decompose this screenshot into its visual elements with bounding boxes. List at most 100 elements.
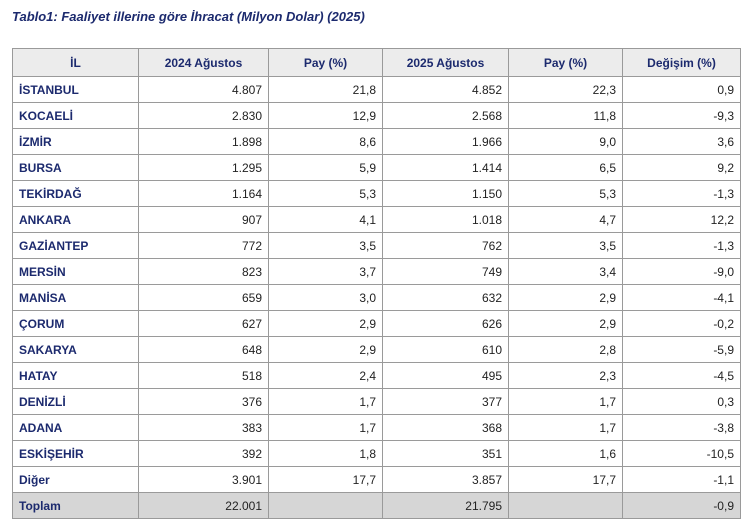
value-cell: 3,5: [508, 232, 623, 259]
table-row: BURSA 1.295 5,9 1.414 6,5 9,2: [12, 154, 741, 181]
total-value: 21.795: [382, 492, 509, 519]
total-label: Toplam: [12, 492, 139, 519]
value-cell: 9,0: [508, 128, 623, 155]
export-table: İL 2024 Ağustos Pay (%) 2025 Ağustos Pay (%)…: [12, 48, 741, 519]
value-cell: 907: [138, 206, 269, 233]
table-row: İZMİR 1.898 8,6 1.966 9,0 3,6: [12, 128, 741, 155]
value-cell: 1,8: [268, 440, 383, 467]
province-cell: GAZİANTEP: [12, 232, 139, 259]
table-row: ÇORUM 627 2,9 626 2,9 -0,2: [12, 310, 741, 337]
value-cell: 2,9: [268, 336, 383, 363]
value-cell: 383: [138, 414, 269, 441]
value-cell: 22,3: [508, 76, 623, 103]
value-cell: 4,7: [508, 206, 623, 233]
value-cell: 6,5: [508, 154, 623, 181]
value-cell: 12,2: [622, 206, 741, 233]
value-cell: 3,7: [268, 258, 383, 285]
table-row: MERSİN 823 3,7 749 3,4 -9,0: [12, 258, 741, 285]
province-cell: Diğer: [12, 466, 139, 493]
table-body: İSTANBUL 4.807 21,8 4.852 22,3 0,9 KOCAELİ 2.83…: [12, 76, 741, 519]
value-cell: 2,9: [268, 310, 383, 337]
value-cell: -9,3: [622, 102, 741, 129]
value-cell: 1,7: [268, 414, 383, 441]
value-cell: 2.830: [138, 102, 269, 129]
table-row: ESKİŞEHİR 392 1,8 351 1,6 -10,5: [12, 440, 741, 467]
value-cell: 762: [382, 232, 509, 259]
value-cell: 518: [138, 362, 269, 389]
province-cell: ÇORUM: [12, 310, 139, 337]
value-cell: 2.568: [382, 102, 509, 129]
header-row: İL 2024 Ağustos Pay (%) 2025 Ağustos Pay (%)…: [12, 48, 741, 77]
value-cell: 376: [138, 388, 269, 415]
value-cell: 1.966: [382, 128, 509, 155]
value-cell: 1,6: [508, 440, 623, 467]
header-cell: İL: [12, 48, 139, 77]
value-cell: 4.852: [382, 76, 509, 103]
value-cell: 12,9: [268, 102, 383, 129]
province-cell: KOCAELİ: [12, 102, 139, 129]
value-cell: -1,3: [622, 180, 741, 207]
value-cell: 2,9: [508, 284, 623, 311]
value-cell: 2,8: [508, 336, 623, 363]
province-cell: İZMİR: [12, 128, 139, 155]
table-row: İSTANBUL 4.807 21,8 4.852 22,3 0,9: [12, 76, 741, 103]
value-cell: 495: [382, 362, 509, 389]
value-cell: 626: [382, 310, 509, 337]
table-row: ADANA 383 1,7 368 1,7 -3,8: [12, 414, 741, 441]
table-row: HATAY 518 2,4 495 2,3 -4,5: [12, 362, 741, 389]
value-cell: 632: [382, 284, 509, 311]
header-cell: 2025 Ağustos: [382, 48, 509, 77]
value-cell: -0,2: [622, 310, 741, 337]
value-cell: 4,1: [268, 206, 383, 233]
value-cell: 772: [138, 232, 269, 259]
value-cell: 3,4: [508, 258, 623, 285]
value-cell: 3.857: [382, 466, 509, 493]
value-cell: 9,2: [622, 154, 741, 181]
table-title: Tablo1: Faaliyet illerine göre İhracat (…: [12, 9, 365, 24]
value-cell: -10,5: [622, 440, 741, 467]
value-cell: 392: [138, 440, 269, 467]
value-cell: 17,7: [268, 466, 383, 493]
value-cell: 2,4: [268, 362, 383, 389]
province-cell: BURSA: [12, 154, 139, 181]
value-cell: 4.807: [138, 76, 269, 103]
value-cell: -9,0: [622, 258, 741, 285]
total-value: 22.001: [138, 492, 269, 519]
value-cell: 627: [138, 310, 269, 337]
value-cell: -1,3: [622, 232, 741, 259]
value-cell: 368: [382, 414, 509, 441]
value-cell: 2,3: [508, 362, 623, 389]
value-cell: 3,0: [268, 284, 383, 311]
value-cell: -3,8: [622, 414, 741, 441]
value-cell: 1.898: [138, 128, 269, 155]
total-value: -0,9: [622, 492, 741, 519]
value-cell: -1,1: [622, 466, 741, 493]
header-cell: Değişim (%): [622, 48, 741, 77]
value-cell: 11,8: [508, 102, 623, 129]
value-cell: 1,7: [268, 388, 383, 415]
value-cell: -5,9: [622, 336, 741, 363]
header-cell: Pay (%): [268, 48, 383, 77]
province-cell: MERSİN: [12, 258, 139, 285]
header-cell: 2024 Ağustos: [138, 48, 269, 77]
table-row: MANİSA 659 3,0 632 2,9 -4,1: [12, 284, 741, 311]
table-row: KOCAELİ 2.830 12,9 2.568 11,8 -9,3: [12, 102, 741, 129]
value-cell: 1.414: [382, 154, 509, 181]
province-cell: ADANA: [12, 414, 139, 441]
value-cell: 0,9: [622, 76, 741, 103]
value-cell: -4,1: [622, 284, 741, 311]
value-cell: 377: [382, 388, 509, 415]
province-cell: ESKİŞEHİR: [12, 440, 139, 467]
province-cell: MANİSA: [12, 284, 139, 311]
value-cell: 1.018: [382, 206, 509, 233]
province-cell: SAKARYA: [12, 336, 139, 363]
value-cell: 648: [138, 336, 269, 363]
value-cell: 0,3: [622, 388, 741, 415]
value-cell: 749: [382, 258, 509, 285]
value-cell: 21,8: [268, 76, 383, 103]
province-cell: HATAY: [12, 362, 139, 389]
value-cell: 1,7: [508, 388, 623, 415]
value-cell: 659: [138, 284, 269, 311]
value-cell: 3,6: [622, 128, 741, 155]
